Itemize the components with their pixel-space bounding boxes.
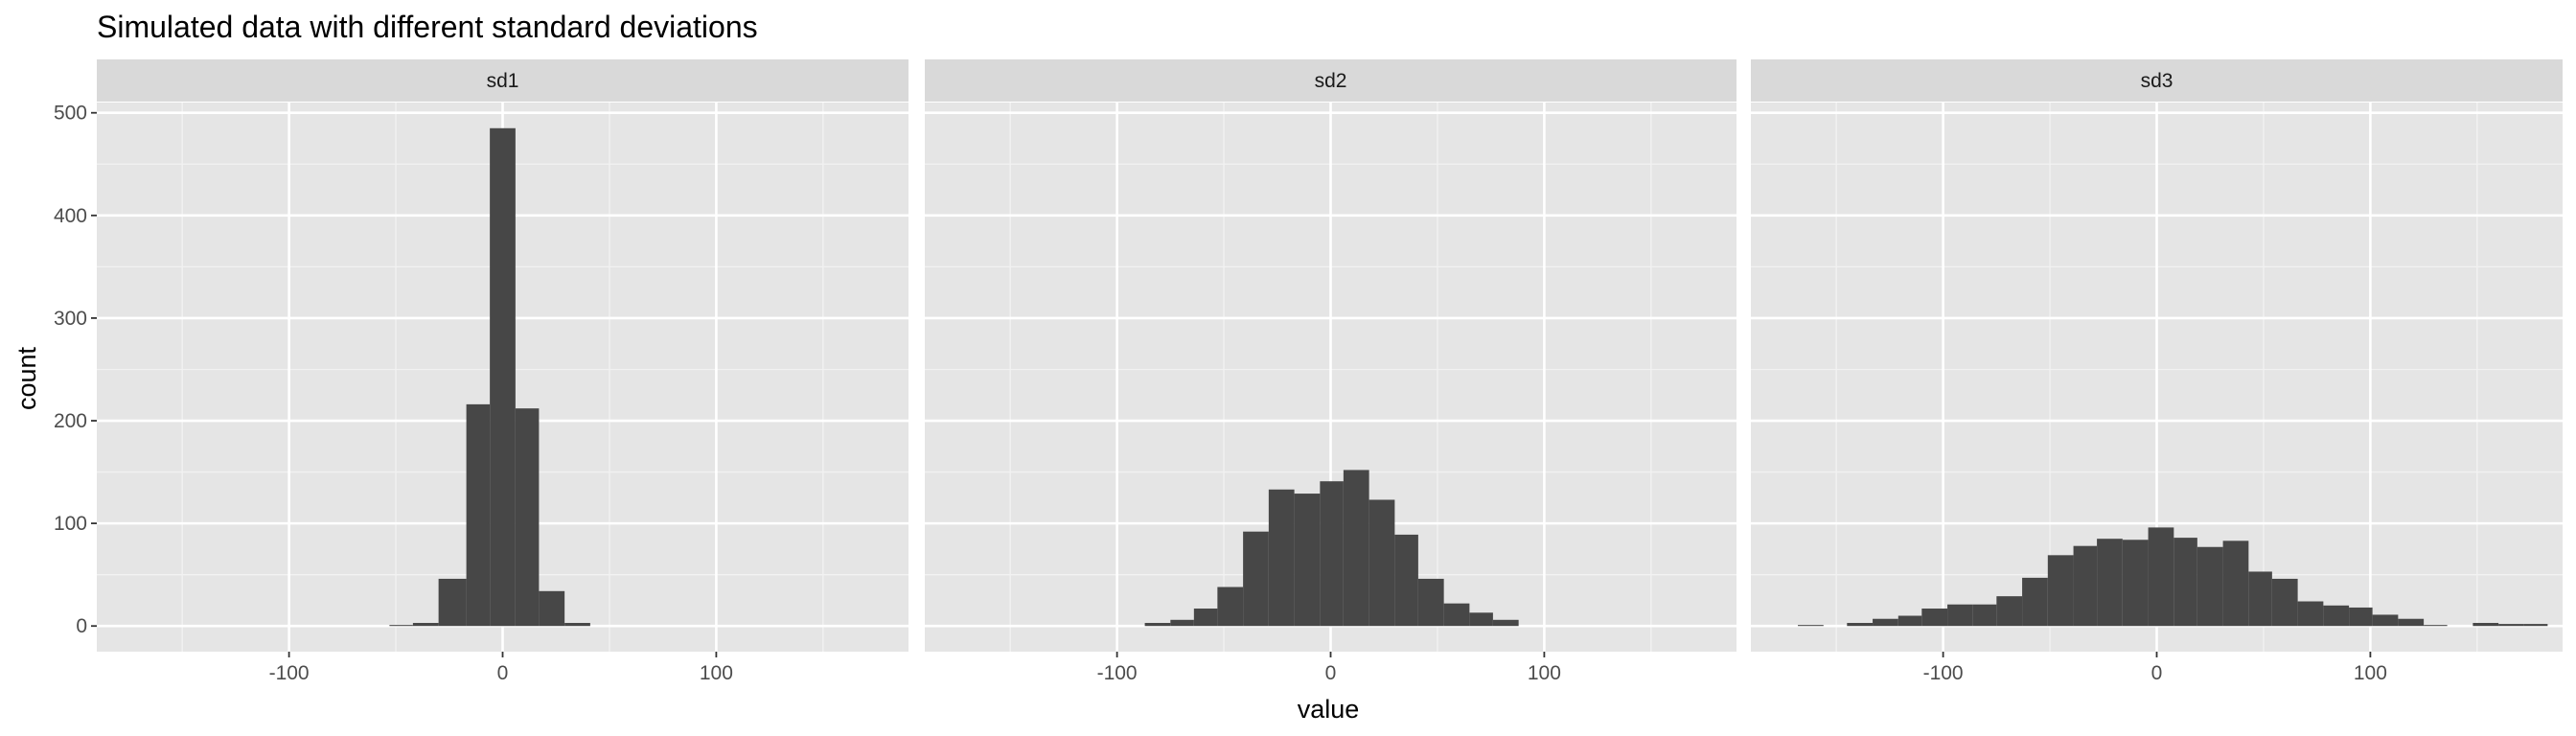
histogram-bar: [490, 127, 516, 627]
facet-panels: sd1 sd2 sd3: [97, 59, 2563, 652]
histogram-bar: [2196, 546, 2223, 627]
chart-title: Simulated data with different standard d…: [97, 10, 758, 44]
histogram-bar: [2174, 538, 2197, 627]
y-tick-label: 300: [54, 308, 87, 330]
histogram-bar: [1873, 618, 1898, 627]
facet-panel-sd3: sd3: [1751, 59, 2563, 652]
histogram-bar: [2523, 624, 2548, 627]
histogram-bar: [1898, 615, 1922, 627]
facet-strip-label: sd1: [487, 70, 519, 92]
histogram-bar: [1443, 603, 1470, 627]
histogram-bar: [438, 578, 467, 627]
histogram-bar: [2271, 578, 2298, 627]
histogram-bar: [1217, 586, 1244, 627]
histogram-bar: [2349, 607, 2373, 627]
histogram-bar: [1417, 578, 1444, 627]
histogram-bar: [1469, 612, 1493, 627]
histogram-bar: [1847, 623, 1874, 627]
y-tick-label: 400: [54, 205, 87, 227]
x-axes: -100 0 100 -100 0 100 -100 0 100: [269, 652, 2387, 684]
histogram-bar: [2122, 540, 2149, 627]
histogram-bar: [564, 623, 590, 627]
histogram-bar: [2073, 545, 2098, 627]
x-tick-label: 0: [497, 662, 509, 684]
facet-strip-label: sd3: [2141, 70, 2174, 92]
x-tick-label: 100: [2354, 662, 2387, 684]
histogram-bar: [2472, 623, 2499, 627]
histogram-bar: [2498, 624, 2524, 627]
histogram-bar: [2424, 625, 2448, 627]
x-tick-label: 100: [700, 662, 733, 684]
x-tick-label: -100: [1097, 662, 1138, 684]
histogram-bar: [466, 403, 491, 627]
histogram-bar: [1394, 534, 1418, 627]
facet-strip: [97, 59, 908, 102]
histogram-bar: [2398, 618, 2425, 627]
histogram-bar: [539, 590, 565, 627]
facet-strip: [1751, 59, 2563, 102]
histogram-bar: [1193, 609, 1218, 627]
x-tick-label: 0: [1325, 662, 1337, 684]
y-tick-label: 0: [76, 615, 87, 637]
histogram-bar: [2222, 540, 2249, 627]
histogram-bar: [389, 625, 413, 627]
x-tick-label: -100: [1923, 662, 1964, 684]
x-tick-label: 100: [1528, 662, 1561, 684]
facet-panel-sd1: sd1: [97, 59, 908, 652]
facet-strip-label: sd2: [1315, 70, 1347, 92]
histogram-bar: [1170, 619, 1194, 627]
histogram-bar: [412, 623, 439, 627]
histogram-bar: [2297, 601, 2324, 627]
histogram-bar: [2248, 571, 2272, 627]
histogram-bar: [2097, 539, 2123, 627]
histogram-bar: [1320, 481, 1344, 627]
histogram-bar: [2372, 614, 2399, 627]
histogram-bar: [2148, 527, 2174, 627]
y-axis-label: count: [12, 346, 41, 410]
histogram-bar: [2047, 555, 2074, 627]
y-tick-label: 200: [54, 410, 87, 432]
histogram-bar: [1996, 596, 2023, 627]
y-tick-label: 500: [54, 103, 87, 125]
histogram-bar: [1798, 625, 1824, 627]
histogram-bar: [1492, 619, 1519, 627]
histogram-bar: [2022, 577, 2048, 627]
facet-panel-sd2: sd2: [925, 59, 1736, 652]
histogram-bar: [1343, 470, 1369, 627]
histogram-bar: [1368, 499, 1395, 627]
facet-strip: [925, 59, 1736, 102]
histogram-bar: [1972, 604, 1997, 627]
histogram-bar: [1144, 623, 1171, 627]
histogram-bar: [1243, 531, 1269, 627]
x-tick-label: 0: [2151, 662, 2163, 684]
histogram-bar: [1294, 494, 1321, 627]
y-axis: 0 100 200 300 400 500: [54, 103, 97, 637]
y-tick-label: 100: [54, 513, 87, 535]
histogram-bar: [2323, 605, 2350, 627]
histogram-bar: [1947, 604, 1973, 627]
x-tick-label: -100: [269, 662, 310, 684]
histogram-bar: [515, 408, 540, 627]
histogram-bar: [1921, 609, 1948, 627]
x-axis-label: value: [1298, 695, 1360, 724]
histogram-bar: [1268, 489, 1295, 627]
